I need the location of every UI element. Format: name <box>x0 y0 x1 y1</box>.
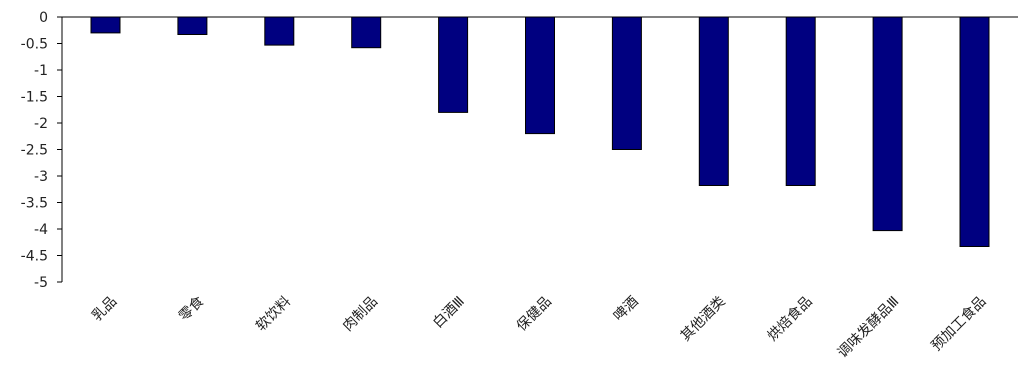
x-category-label: 啤酒 <box>611 294 642 325</box>
y-tick-label: -4.5 <box>21 249 48 265</box>
y-tick-label: 0 <box>39 10 48 26</box>
bar-7 <box>698 16 729 186</box>
bar-2 <box>264 16 295 46</box>
x-category-label: 其他酒类 <box>678 294 729 345</box>
y-tick-label: -0.5 <box>21 37 48 53</box>
x-category-label: 保健品 <box>514 294 555 335</box>
y-tick-label: -1.5 <box>21 90 48 106</box>
bars-group <box>90 16 990 247</box>
y-tick-label: -3 <box>34 169 48 185</box>
y-tick-label: -5 <box>34 275 48 291</box>
y-axis: 0 -0.5 -1 -1.5 -2 -2.5 -3 -3.5 -4 -4.5 -5 <box>21 10 63 291</box>
bar-8 <box>785 16 816 186</box>
x-category-label: 乳品 <box>89 294 120 325</box>
y-tick-label: -2 <box>34 116 48 132</box>
bar-4 <box>438 16 469 113</box>
bar-10 <box>959 16 990 247</box>
y-tick-label: -2.5 <box>21 143 48 159</box>
bar-9 <box>872 16 903 232</box>
x-category-label: 零食 <box>175 293 207 325</box>
x-category-label: 调味发酵品Ⅲ <box>835 294 903 362</box>
x-category-label: 白酒Ⅲ <box>430 294 468 332</box>
y-tick-label: -4 <box>34 222 48 238</box>
bar-6 <box>611 16 642 150</box>
y-tick-label: -3.5 <box>21 196 48 212</box>
x-category-label: 软饮料 <box>253 294 294 335</box>
x-category-label: 烘焙食品 <box>764 293 816 345</box>
bar-5 <box>525 16 555 135</box>
y-tick-label: -1 <box>34 63 48 79</box>
bar-3 <box>351 16 382 49</box>
x-category-label: 肉制品 <box>340 294 381 335</box>
x-category-label: 预加工食品 <box>928 293 990 355</box>
bar-1 <box>177 16 208 35</box>
bar-0 <box>90 16 121 34</box>
